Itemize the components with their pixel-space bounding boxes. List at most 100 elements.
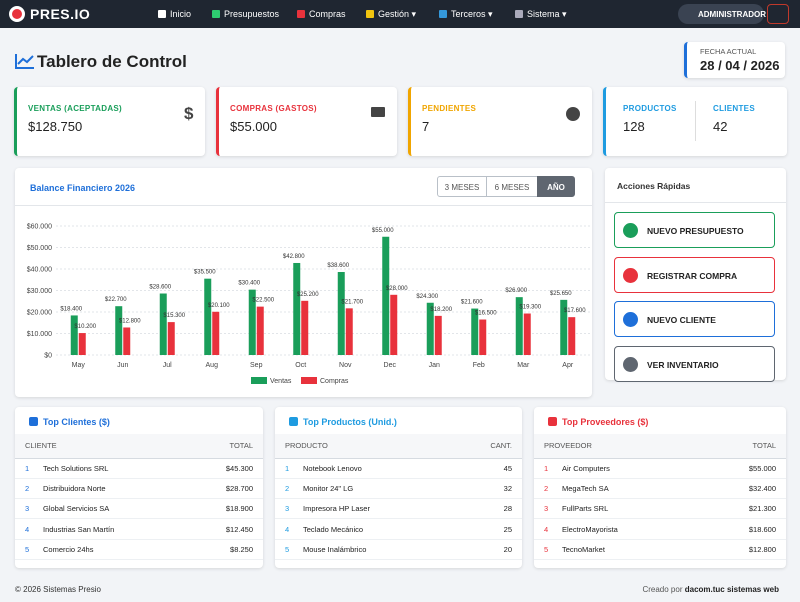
action-icon: [623, 312, 638, 327]
table-row: 4 Industrias San Martín $12.450: [15, 518, 263, 540]
cell: Distribuidora Norte: [33, 478, 185, 500]
chart: $0 $10.000 $20.000 $30.000 $40.000 $50.000 $60…: [27, 224, 590, 385]
stat-card: VENTAS (ACEPTADAS) $128.750 $: [14, 87, 205, 156]
y-tick-label: $30.000: [27, 288, 52, 295]
cell: $21.300: [696, 498, 786, 520]
cell: FullParts SRL: [552, 498, 697, 520]
cell: 45: [447, 458, 522, 479]
action-button[interactable]: NUEVO PRESUPUESTO: [614, 212, 775, 248]
nav-item[interactable]: Terceros ▾: [439, 9, 493, 20]
action-button[interactable]: REGISTRAR COMPRA: [614, 256, 775, 293]
x-tick-label: Dec: [384, 362, 397, 369]
cell: Comercio 24hs: [33, 539, 185, 560]
range-button[interactable]: 6 MESES: [486, 176, 538, 197]
nav-item[interactable]: Presupuestos: [212, 9, 279, 19]
column-header: PROVEEDOR: [534, 434, 697, 459]
y-tick-label: $0: [44, 353, 52, 360]
data-label: $26.900: [505, 288, 527, 294]
date-value: 28 / 04 / 2026: [700, 58, 780, 73]
cell: 3: [275, 498, 293, 520]
cell: 5: [15, 539, 33, 560]
cell: Notebook Lenovo: [293, 458, 448, 479]
stat-value: $55.000: [230, 119, 277, 134]
cell: Air Computers: [552, 458, 697, 479]
cell: Impresora HP Laser: [293, 498, 448, 520]
table-panel: Top Productos (Unid.) PRODUCTO CANT. 1 Noteb…: [275, 407, 522, 568]
bar: [426, 302, 434, 355]
table-row: 4 Teclado Mecánico 25: [275, 518, 522, 540]
data-label: $28.600: [149, 285, 171, 291]
chart-icon: [15, 54, 34, 69]
cell: $32.400: [696, 478, 786, 500]
data-label: $18.400: [60, 306, 82, 312]
cell: Teclado Mecánico: [293, 518, 448, 540]
table-title: Top Clientes ($): [43, 417, 110, 427]
data-label: $25.650: [550, 291, 572, 297]
bar: [560, 299, 568, 355]
cell: $28.700: [184, 478, 263, 500]
x-tick-label: Apr: [562, 362, 574, 369]
nav-item[interactable]: Inicio: [158, 9, 191, 19]
data-label: $15.300: [163, 313, 185, 319]
nav-text: Gestión: [378, 9, 410, 19]
table-icon: [548, 417, 557, 426]
table-row: 1 Notebook Lenovo 45: [275, 458, 522, 479]
table-panel: Top Proveedores ($) PROVEEDOR TOTAL 1 Air Co…: [534, 407, 786, 568]
cell: 28: [447, 498, 522, 520]
table-title: Top Productos (Unid.): [303, 417, 397, 427]
table-title: Top Proveedores ($): [562, 417, 649, 427]
bar: [471, 308, 479, 355]
data-table: PROVEEDOR TOTAL 1 Air Computers $55.000 2 Mega…: [534, 434, 786, 560]
cell: 4: [534, 518, 552, 540]
bar: [204, 278, 212, 355]
action-button[interactable]: NUEVO CLIENTE: [614, 301, 775, 337]
user-name: ADMINISTRADOR: [698, 10, 766, 19]
data-label: $22.500: [252, 298, 274, 304]
divider: [15, 205, 592, 206]
nav-item[interactable]: Compras: [297, 9, 346, 19]
data-label: $28.000: [386, 286, 408, 292]
actions-title: Acciones Rápidas: [617, 181, 691, 191]
logout-button[interactable]: [767, 4, 789, 24]
x-tick-label: Jun: [117, 362, 128, 369]
dollar-icon: $: [184, 104, 194, 123]
table-row: 2 MegaTech SA $32.400: [534, 478, 786, 500]
cell: 2: [534, 478, 552, 500]
footer-link[interactable]: dacom.tuc sistemas web: [684, 585, 779, 594]
action-icon: [623, 356, 638, 372]
data-label: $35.500: [194, 270, 216, 276]
nav-item[interactable]: Gestión ▾: [366, 9, 416, 20]
table-row: 5 Mouse Inalámbrico 20: [275, 539, 522, 560]
range-button[interactable]: 3 MESES: [437, 176, 487, 197]
bar: [123, 327, 131, 355]
data-label: $24.300: [416, 294, 438, 300]
brand: PRES.IO: [30, 6, 91, 22]
header-row: CLIENTE TOTAL: [15, 434, 263, 459]
x-tick-label: May: [72, 362, 86, 369]
cart-icon: [371, 107, 385, 117]
action-button[interactable]: VER INVENTARIO: [614, 345, 775, 382]
bar: [70, 315, 78, 355]
cell: MegaTech SA: [552, 478, 697, 500]
legend-label: Ventas: [270, 378, 292, 385]
cell: Monitor 24" LG: [293, 478, 448, 500]
nav-item[interactable]: Sistema ▾: [515, 9, 567, 20]
user-menu[interactable]: ADMINISTRADOR: [678, 4, 766, 24]
bar: [515, 297, 523, 355]
x-tick-label: Sep: [250, 362, 263, 369]
table-row: 1 Air Computers $55.000: [534, 458, 786, 479]
cell: $55.000: [696, 458, 786, 479]
y-tick-label: $10.000: [27, 331, 52, 338]
column-header: TOTAL: [184, 434, 263, 459]
y-tick-label: $40.000: [27, 267, 52, 274]
bar: [256, 306, 264, 355]
cell: Tech Solutions SRL: [33, 458, 185, 479]
range-button[interactable]: AÑO: [537, 176, 575, 197]
data-label: $21.600: [461, 300, 483, 306]
y-tick-label: $20.000: [27, 310, 52, 317]
nav-text: Compras: [309, 9, 346, 19]
action-label: NUEVO CLIENTE: [647, 315, 716, 325]
nav-text: Sistema: [527, 9, 560, 19]
cell: TecnoMarket: [552, 539, 697, 560]
table-row: 5 Comercio 24hs $8.250: [15, 539, 263, 560]
